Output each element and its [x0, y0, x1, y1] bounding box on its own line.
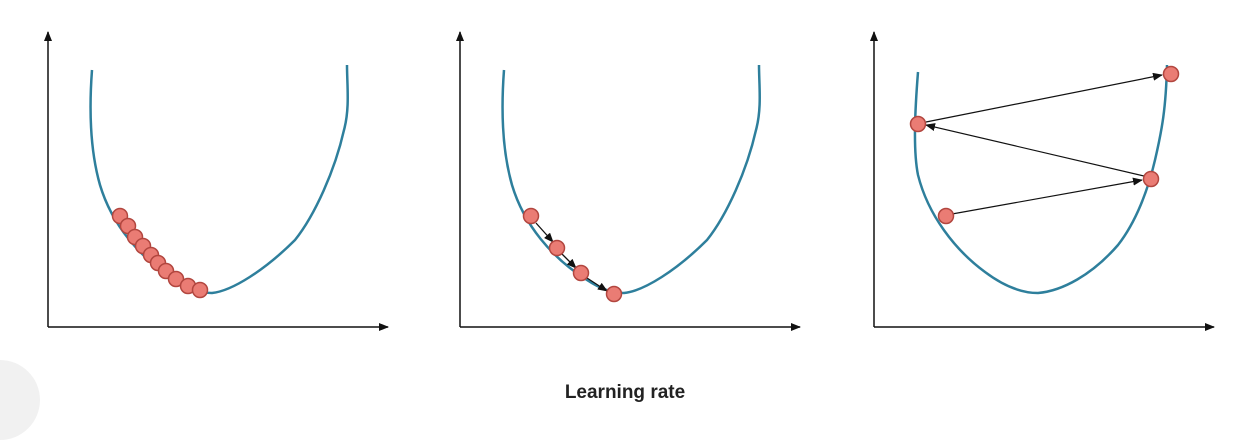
loss-curve: [913, 64, 1169, 295]
step-arrow: [925, 72, 1163, 123]
learning-rate-diagram: [44, 31, 1215, 331]
caption-learning-rate: Learning rate: [564, 382, 686, 403]
step-arrow: [951, 177, 1143, 215]
step-point: [548, 239, 566, 257]
gradient-steps: [522, 207, 623, 303]
step-point: [167, 270, 185, 288]
step-arrow: [535, 222, 554, 243]
step-arrow: [586, 277, 608, 292]
step-point: [605, 285, 623, 303]
step-point: [522, 207, 540, 225]
panel-small-learning-rate: [44, 31, 389, 331]
step-point: [572, 264, 590, 282]
loss-curve: [89, 64, 349, 295]
gradient-steps: [111, 207, 209, 299]
panel-good-learning-rate: [456, 31, 801, 331]
step-arrow: [925, 123, 1145, 177]
step-point: [1162, 65, 1180, 83]
step-point: [909, 115, 927, 133]
gradient-steps: [909, 65, 1180, 225]
step-point: [191, 281, 209, 299]
loss-curve: [501, 64, 761, 295]
step-arrow: [561, 253, 577, 269]
panel-large-learning-rate: [870, 31, 1215, 331]
step-point: [937, 207, 955, 225]
step-point: [1142, 170, 1160, 188]
